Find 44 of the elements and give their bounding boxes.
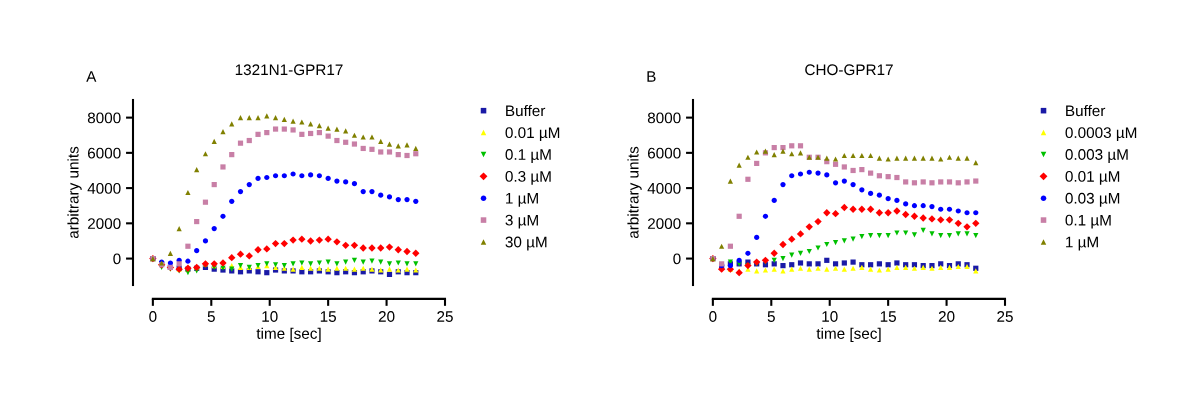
chart-title: CHO-GPR17 <box>805 64 893 76</box>
y-tick-label: 0 <box>673 253 681 265</box>
legend-label: 0.1 µM <box>1065 214 1111 229</box>
x-tick-label: 25 <box>437 311 453 322</box>
text: A <box>86 71 97 82</box>
y-tick-label: 6000 <box>87 147 121 159</box>
x-tick-label: 0 <box>709 311 717 322</box>
y-tick-label: 2000 <box>87 218 121 230</box>
legend-label: 0.01 µM <box>1065 170 1120 185</box>
y-tick-label: 4000 <box>87 182 121 194</box>
x-tick-label: 20 <box>938 311 955 322</box>
legend-label: 30 µM <box>505 236 547 251</box>
x-axis-title: time [sec] <box>816 327 881 342</box>
legend-label: Buffer <box>506 104 546 117</box>
chart-title: 1321N1-GPR17 <box>235 64 343 76</box>
x-axis-title: time [sec] <box>256 327 321 342</box>
legend-label: 1 µM <box>1066 236 1098 251</box>
x-tick-label: 20 <box>378 311 395 322</box>
legend-label: 0.003 µM <box>1065 149 1128 163</box>
x-tick-label: 10 <box>822 311 838 322</box>
y-tick-label: 6000 <box>647 147 681 159</box>
x-tick-label: 5 <box>207 311 215 322</box>
legend-label: 0.3 µM <box>505 170 551 185</box>
legend-label: 0.03 µM <box>1065 192 1120 207</box>
y-tick-label: 4000 <box>647 182 681 194</box>
x-tick-label: 15 <box>320 311 336 322</box>
y-axis-title: arbitrary units <box>627 146 642 239</box>
legend-label: 3 µM <box>505 214 538 229</box>
x-tick-label: 5 <box>767 311 775 322</box>
y-tick-label: 0 <box>113 253 121 265</box>
x-tick-label: 15 <box>880 311 896 322</box>
x-tick-label: 10 <box>262 311 278 322</box>
legend-label: 0.1 µM <box>505 149 551 163</box>
y-tick-label: 2000 <box>647 218 681 230</box>
x-tick-label: 25 <box>997 311 1013 322</box>
legend-label: 1 µM <box>506 193 538 207</box>
y-tick-label: 8000 <box>87 112 121 124</box>
y-axis-title: arbitrary units <box>67 146 82 239</box>
x-tick-label: 0 <box>149 311 157 322</box>
text: B <box>647 71 656 82</box>
legend-label: 0.01 µM <box>505 127 560 142</box>
legend-label: Buffer <box>1066 104 1106 117</box>
y-tick-label: 8000 <box>647 112 681 124</box>
legend-label: 0.0003 µM <box>1065 127 1137 142</box>
